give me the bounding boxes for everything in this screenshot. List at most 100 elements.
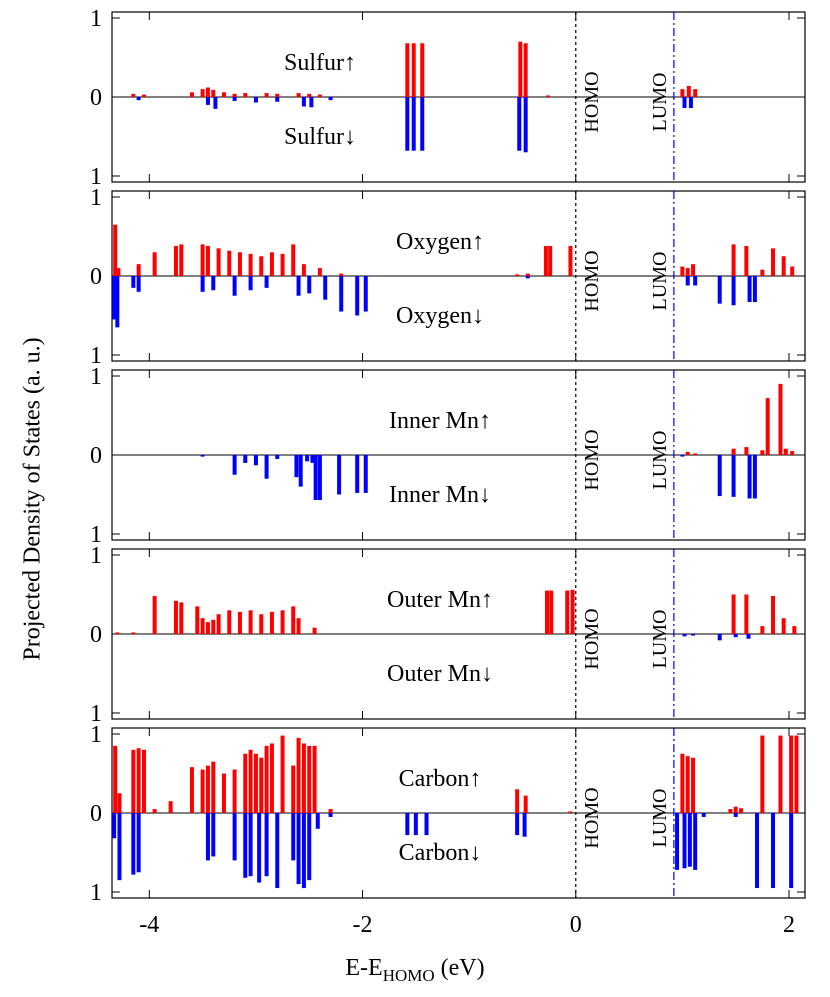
bar-down-oxygen-13 <box>355 276 360 316</box>
bar-up-inner-mn-1 <box>693 453 698 455</box>
bar-up-outer-mn-24 <box>744 594 749 634</box>
bar-up-outer-mn-15 <box>280 610 285 634</box>
bar-up-outer-mn-25 <box>760 626 765 634</box>
bar-up-inner-mn-2 <box>731 448 736 455</box>
x-tick-label-0: -4 <box>139 912 159 938</box>
bar-down-carbon-22 <box>522 813 527 837</box>
bar-up-oxygen-14 <box>280 253 285 276</box>
bar-down-carbon-18 <box>405 813 410 836</box>
bar-up-sulfur-8 <box>243 93 248 97</box>
bar-up-carbon-34 <box>739 808 744 813</box>
bar-up-carbon-21 <box>296 737 301 813</box>
bar-up-carbon-2 <box>131 749 136 813</box>
y-tick-label-inner-mn-2: 1 <box>90 522 102 548</box>
bar-down-oxygen-19 <box>731 276 736 306</box>
y-tick-label-sulfur-1: 0 <box>90 85 102 111</box>
bar-up-outer-mn-3 <box>173 600 178 634</box>
bar-up-sulfur-21 <box>686 85 691 97</box>
bar-up-sulfur-18 <box>523 43 528 97</box>
bar-up-outer-mn-6 <box>200 618 205 634</box>
bar-up-outer-mn-23 <box>731 594 736 634</box>
bar-down-sulfur-10 <box>411 97 416 151</box>
bar-down-carbon-1 <box>117 813 122 881</box>
bar-down-carbon-27 <box>701 813 706 817</box>
bar-down-carbon-7 <box>243 813 248 878</box>
spin-down-label-outer-mn: Outer Mn↓ <box>387 661 493 687</box>
bar-up-outer-mn-22 <box>570 589 575 634</box>
bar-up-carbon-37 <box>789 735 794 813</box>
bar-down-sulfur-6 <box>301 97 306 107</box>
bar-up-outer-mn-0 <box>115 632 120 634</box>
bar-up-oxygen-0 <box>113 224 118 276</box>
bar-up-inner-mn-3 <box>744 447 749 455</box>
bar-up-oxygen-31 <box>781 256 786 276</box>
bar-up-outer-mn-17 <box>296 618 301 634</box>
y-tick-label-outer-mn-0: 1 <box>90 543 102 569</box>
bar-up-inner-mn-0 <box>685 451 690 455</box>
x-axis-label: E-EHOMO (eV) <box>0 955 830 986</box>
bar-up-outer-mn-28 <box>792 626 797 634</box>
bar-down-oxygen-2 <box>131 276 136 288</box>
y-tick-label-oxygen-1: 0 <box>90 264 102 290</box>
bar-up-oxygen-25 <box>685 268 690 276</box>
bar-up-carbon-14 <box>248 749 253 813</box>
bar-down-sulfur-4 <box>253 97 258 103</box>
bar-up-outer-mn-26 <box>771 596 776 634</box>
bar-up-carbon-30 <box>685 756 690 813</box>
bar-up-oxygen-6 <box>200 244 205 276</box>
spin-up-label-oxygen: Oxygen↑ <box>396 229 484 255</box>
bar-down-carbon-16 <box>315 813 320 829</box>
bar-up-carbon-12 <box>232 769 237 813</box>
y-tick-label-sulfur-2: 1 <box>90 164 102 190</box>
spin-down-label-oxygen: Oxygen↓ <box>396 303 484 329</box>
bar-down-inner-mn-0 <box>200 455 205 457</box>
bar-up-oxygen-19 <box>515 274 520 276</box>
bar-up-outer-mn-14 <box>269 611 274 634</box>
bar-up-outer-mn-18 <box>312 627 317 634</box>
bar-up-oxygen-2 <box>136 264 141 276</box>
bar-up-oxygen-12 <box>259 256 264 276</box>
spin-down-label-carbon: Carbon↓ <box>399 840 482 866</box>
bar-down-oxygen-5 <box>211 276 216 291</box>
bar-down-oxygen-9 <box>296 276 301 296</box>
bar-down-inner-mn-16 <box>717 455 722 497</box>
homo-label-inner-mn: HOMO <box>581 429 603 490</box>
y-tick-label-carbon-1: 0 <box>90 801 102 827</box>
bar-up-sulfur-19 <box>546 95 551 97</box>
bar-down-oxygen-6 <box>232 276 237 296</box>
bar-down-sulfur-12 <box>517 97 522 151</box>
bar-up-sulfur-17 <box>518 41 523 97</box>
bar-down-inner-mn-5 <box>275 455 280 459</box>
bar-up-oxygen-24 <box>680 266 685 276</box>
bar-up-carbon-29 <box>680 753 685 813</box>
bar-down-carbon-20 <box>424 813 429 836</box>
bar-down-carbon-5 <box>211 813 216 857</box>
bar-down-sulfur-5 <box>275 97 280 102</box>
bar-up-outer-mn-7 <box>205 622 210 634</box>
bar-down-inner-mn-11 <box>317 455 322 501</box>
y-tick-label-sulfur-0: 1 <box>90 6 102 32</box>
bar-down-outer-mn-3 <box>733 634 738 638</box>
bar-up-sulfur-7 <box>232 93 237 97</box>
bar-down-inner-mn-17 <box>731 455 736 497</box>
bar-down-oxygen-0 <box>112 276 117 320</box>
bar-up-outer-mn-13 <box>259 614 264 634</box>
bar-up-sulfur-1 <box>141 94 146 97</box>
bar-up-oxygen-18 <box>339 273 344 276</box>
bar-up-oxygen-21 <box>543 245 548 276</box>
lumo-label-carbon: LUMO <box>649 789 671 848</box>
bar-up-carbon-22 <box>301 743 306 813</box>
bar-down-carbon-11 <box>275 813 280 889</box>
bar-down-sulfur-8 <box>328 97 333 101</box>
bar-down-inner-mn-13 <box>355 455 360 493</box>
bar-up-inner-mn-8 <box>790 451 795 455</box>
y-tick-label-carbon-0: 1 <box>90 722 102 748</box>
bar-down-oxygen-10 <box>307 276 312 294</box>
bar-up-carbon-35 <box>760 735 765 813</box>
bar-up-outer-mn-20 <box>549 590 554 634</box>
bar-up-sulfur-14 <box>405 43 410 97</box>
bar-up-carbon-26 <box>515 789 520 813</box>
bar-up-sulfur-16 <box>420 43 425 97</box>
bar-down-inner-mn-6 <box>294 455 299 478</box>
